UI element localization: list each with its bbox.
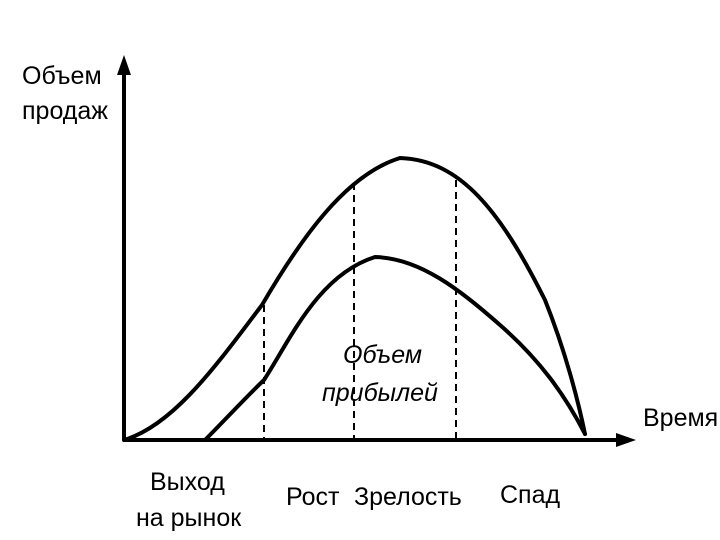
x-axis-arrow — [616, 433, 636, 447]
stage-label-entry-line1: Выход — [150, 468, 225, 496]
x-axis-label: Время — [643, 404, 718, 432]
y-axis-arrow — [117, 55, 131, 75]
profit-label-line2: прибылей — [322, 379, 438, 407]
stage-label-growth: Рост — [286, 483, 340, 511]
stage-label-maturity: Зрелость — [354, 483, 462, 511]
stage-label-decline: Спад — [500, 481, 560, 509]
profit-curve — [203, 254, 587, 442]
sales-curve — [122, 155, 587, 442]
profit-label-line1: Объем — [343, 341, 422, 369]
stage-label-entry-line2: на рынок — [136, 504, 242, 532]
y-axis-label-line2: продаж — [22, 97, 108, 125]
y-axis-label-line1: Объем — [22, 62, 102, 90]
